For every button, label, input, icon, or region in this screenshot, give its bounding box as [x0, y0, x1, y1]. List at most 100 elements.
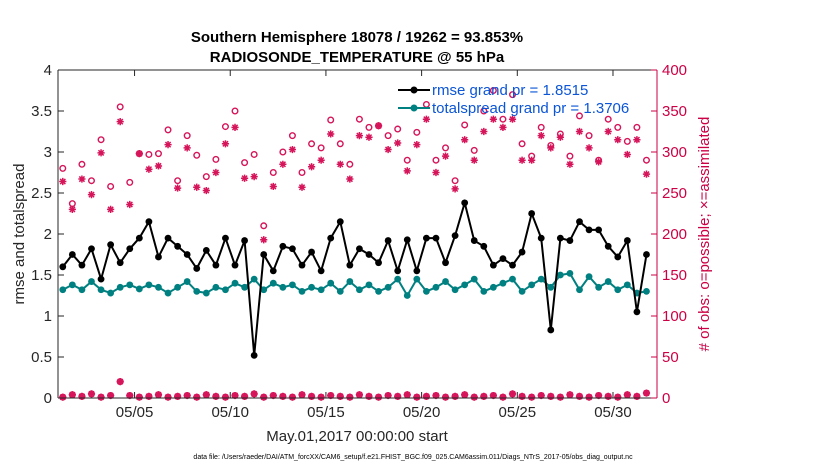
- rmse-point: [88, 245, 95, 253]
- rmse-point: [547, 326, 555, 334]
- totalspread-point: [289, 281, 296, 289]
- obs-rejected-star: [374, 393, 383, 401]
- rmse-point: [451, 232, 459, 240]
- rmse-point: [222, 234, 229, 242]
- obs-assimilated-marker: [307, 163, 316, 171]
- rmse-point: [576, 218, 583, 226]
- obs-rejected-star: [154, 391, 163, 399]
- obs-rejected-star: [174, 392, 182, 400]
- totalspread-point: [327, 279, 335, 287]
- y-tick-right-label: 0: [662, 390, 670, 407]
- obs-possible-marker: [308, 140, 316, 148]
- obs-rejected-star: [585, 393, 593, 401]
- totalspread-point: [442, 278, 449, 285]
- obs-rejected-star: [279, 392, 287, 400]
- obs-assimilated-marker: [403, 167, 411, 175]
- totalspread-point: [116, 283, 124, 291]
- totalspread-point: [298, 288, 306, 295]
- legend-label-rmse: rmse grand pr = 1.8515: [432, 82, 588, 99]
- rmse-point: [556, 234, 564, 242]
- y-tick-label: 0: [44, 390, 52, 407]
- obs-possible-marker: [537, 123, 545, 131]
- obs-rejected-star: [269, 391, 277, 400]
- totalspread-point: [346, 278, 354, 285]
- totalspread-point: [356, 286, 363, 294]
- rmse-point: [413, 267, 421, 275]
- obs-assimilated-marker: [145, 165, 153, 173]
- totalspread-point: [59, 286, 67, 294]
- totalspread-point: [317, 286, 325, 294]
- series-obs-assimilated: [59, 115, 651, 244]
- obs-rejected-star: [528, 393, 536, 401]
- rmse-point: [375, 259, 382, 267]
- totalspread-point: [68, 281, 76, 289]
- obs-rejected-star: [59, 393, 67, 401]
- obs-assimilated-marker: [193, 183, 201, 191]
- rmse-point: [126, 245, 134, 253]
- obs-possible-marker: [298, 168, 306, 176]
- y-tick-right-label: 50: [662, 349, 679, 366]
- obs-assimilated-marker: [126, 200, 134, 209]
- footer-data-file: data file: /Users/raeder/DAI/ATM_forcXX/…: [193, 454, 633, 461]
- x-tick-label: 05/05: [116, 404, 154, 421]
- obs-assimilated-marker: [604, 127, 612, 136]
- obs-possible-marker: [365, 123, 373, 131]
- totalspread-point: [604, 278, 612, 285]
- obs-possible-marker: [384, 132, 392, 140]
- obs-assimilated-marker: [575, 127, 584, 136]
- obs-assimilated-marker: [413, 141, 421, 149]
- x-tick-label: 05/25: [499, 404, 537, 421]
- obs-rejected-star: [298, 391, 306, 399]
- obs-possible-marker: [250, 150, 258, 158]
- rmse-point: [231, 261, 239, 269]
- rmse-point: [107, 241, 115, 249]
- totalspread-point: [422, 288, 430, 295]
- totalspread-point: [375, 288, 382, 295]
- rmse-point: [442, 259, 449, 267]
- obs-assimilated-marker: [346, 175, 354, 183]
- obs-possible-marker: [499, 115, 507, 123]
- obs-assimilated-marker: [642, 170, 651, 178]
- obs-assimilated-marker: [537, 132, 545, 140]
- obs-assimilated-marker: [451, 185, 459, 193]
- obs-assimilated-marker: [470, 156, 478, 164]
- rmse-point: [489, 261, 497, 269]
- obs-rejected-star: [489, 391, 497, 400]
- obs-possible-marker: [78, 160, 86, 168]
- x-tick-label: 05/20: [403, 404, 441, 421]
- obs-rejected-star: [508, 390, 517, 398]
- obs-assimilated-marker: [508, 115, 517, 123]
- totalspread-point: [279, 283, 287, 291]
- totalspread-point: [384, 283, 392, 291]
- obs-possible-marker: [317, 144, 325, 152]
- y-axis-right-label: # of obs: o=possible; ×=assimilated: [696, 117, 713, 352]
- obs-assimilated-marker: [614, 136, 622, 144]
- rmse-point: [365, 251, 373, 258]
- obs-assimilated-marker: [135, 150, 143, 158]
- obs-rejected-star: [403, 391, 411, 399]
- obs-rejected-star: [231, 391, 239, 400]
- totalspread-point: [174, 283, 182, 291]
- rmse-point: [193, 265, 201, 272]
- obs-assimilated-marker: [365, 133, 373, 141]
- y-tick-right-label: 350: [662, 103, 687, 120]
- obs-assimilated-marker: [116, 118, 124, 126]
- chart-axes: 05/05 05/10 05/15 05/20 05/25 05/30 0 0.5 1 1.5 2 2…: [31, 62, 687, 421]
- obs-assimilated-marker: [240, 174, 249, 182]
- obs-assimilated-marker: [250, 173, 258, 181]
- obs-possible-marker: [566, 152, 574, 160]
- obs-possible-marker: [288, 132, 296, 140]
- rmse-point: [183, 251, 191, 258]
- totalspread-point: [145, 281, 153, 289]
- obs-rejected-star: [87, 390, 96, 398]
- obs-assimilated-marker: [422, 115, 430, 123]
- totalspread-point: [528, 281, 536, 289]
- obs-rejected-star: [68, 391, 76, 399]
- obs-assimilated-marker: [68, 205, 76, 213]
- totalspread-point: [107, 289, 115, 297]
- obs-possible-marker: [212, 155, 220, 163]
- obs-possible-marker: [336, 140, 344, 148]
- rmse-point: [116, 259, 124, 267]
- obs-rejected-star: [470, 393, 478, 401]
